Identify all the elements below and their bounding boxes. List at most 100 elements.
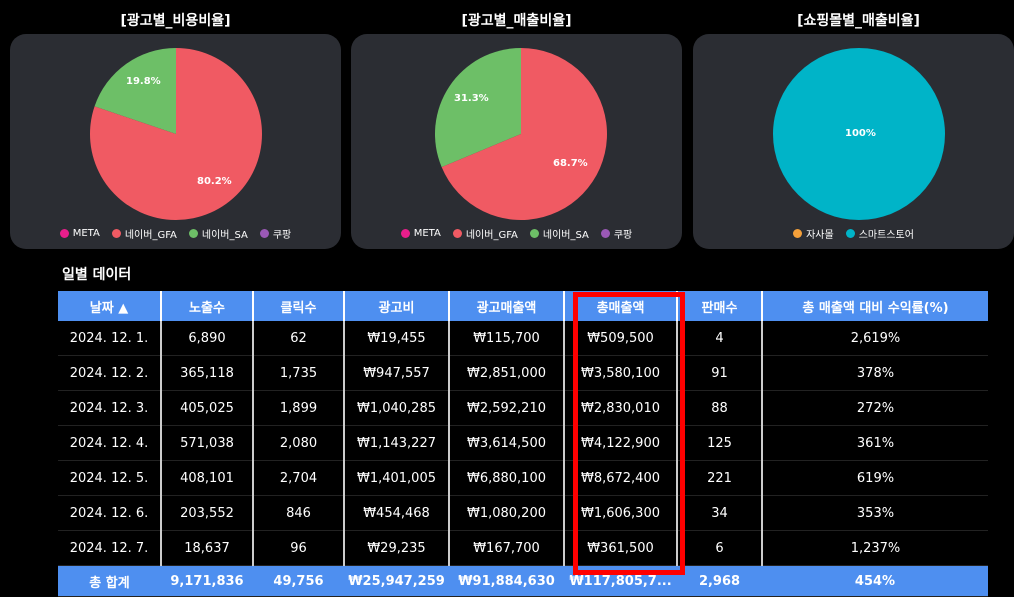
legend-item-coupang[interactable]: 쿠팡 [600, 226, 633, 241]
legend-item-coupang[interactable]: 쿠팡 [259, 226, 291, 241]
cell: 361% [762, 425, 988, 461]
cell: 2024. 12. 7. [58, 530, 162, 566]
legend-item-naver-sa[interactable]: 네이버_SA [188, 226, 248, 241]
cell: 619% [762, 460, 988, 496]
header-date[interactable]: 날짜 ▲ [58, 291, 162, 321]
cell: 365,118 [161, 355, 254, 391]
legend-dot [188, 229, 198, 238]
slice-label-smartstore: 100% [845, 128, 876, 139]
cell: 1,899 [253, 390, 345, 426]
cell: ₩4,122,900 [564, 425, 678, 461]
legend-label: 스마트스토어 [858, 230, 914, 241]
cell: 4 [677, 321, 763, 356]
cell: 272% [762, 390, 988, 426]
legend-dot [452, 229, 462, 238]
legend-label: 자사몰 [806, 230, 834, 241]
total-cell: 49,756 [253, 565, 344, 597]
total-cell: 9,171,836 [161, 565, 253, 597]
cell: ₩8,672,400 [564, 460, 678, 496]
cost-ratio-title: [광고별_비용비율] [120, 13, 231, 29]
cell: ₩167,700 [449, 530, 565, 566]
table-header-row: 날짜 ▲ 노출수 클릭수 광고비 광고매출액 총매출액 판매수 총 매출액 대비… [58, 291, 988, 321]
legend-label: 쿠팡 [613, 230, 633, 241]
cost-ratio-pie[interactable] [88, 46, 264, 222]
total-cell: ₩25,947,259 [344, 565, 449, 597]
cell: ₩509,500 [564, 321, 678, 356]
total-cell: 454% [762, 565, 988, 597]
table-row: 2024. 12. 2. 365,118 1,735 ₩947,557 ₩2,851,0… [58, 355, 988, 391]
legend-dot [400, 229, 410, 238]
header-units-sold[interactable]: 판매수 [677, 291, 763, 321]
cell: 353% [762, 495, 988, 531]
mall-ratio-card: 100% 자사몰 스마트스토어 [693, 34, 1014, 249]
cell: 571,038 [161, 425, 254, 461]
cell: 378% [762, 355, 988, 391]
slice-label-gfa: 68.7% [553, 158, 588, 169]
legend-dot [845, 229, 855, 238]
cell: ₩3,614,500 [449, 425, 565, 461]
legend-item-naver-sa[interactable]: 네이버_SA [529, 226, 589, 241]
sales-ratio-pie[interactable] [433, 46, 609, 222]
cell: ₩1,143,227 [344, 425, 450, 461]
legend-label: META [413, 228, 441, 239]
pie-slice[interactable] [90, 48, 262, 220]
cell: 2,080 [253, 425, 345, 461]
header-ad-sales[interactable]: 광고매출액 [449, 291, 565, 321]
header-impressions[interactable]: 노출수 [161, 291, 254, 321]
pie-slice[interactable] [94, 48, 176, 134]
cell: 125 [677, 425, 763, 461]
total-cell: ₩117,805,7... [564, 565, 677, 597]
cell: ₩3,580,100 [564, 355, 678, 391]
legend-label: 네이버_SA [542, 230, 589, 241]
cell: 34 [677, 495, 763, 531]
table-row: 2024. 12. 6. 203,552 846 ₩454,468 ₩1,080,200… [58, 495, 988, 531]
header-ad-cost[interactable]: 광고비 [344, 291, 450, 321]
header-clicks[interactable]: 클릭수 [253, 291, 345, 321]
legend-item-meta[interactable]: META [400, 226, 441, 241]
legend-dot [600, 229, 610, 238]
header-roas[interactable]: 총 매출액 대비 수익률(%) [762, 291, 988, 321]
cell: 1,735 [253, 355, 345, 391]
mall-ratio-pie[interactable] [771, 46, 947, 222]
cell: 2,704 [253, 460, 345, 496]
cell: 1,237% [762, 530, 988, 566]
cell: 96 [253, 530, 345, 566]
slice-label-gfa: 80.2% [197, 176, 232, 187]
cell: 6 [677, 530, 763, 566]
legend-item-naver-gfa[interactable]: 네이버_GFA [111, 226, 177, 241]
cell: ₩1,040,285 [344, 390, 450, 426]
legend-dot [793, 229, 803, 238]
table-row: 2024. 12. 1. 6,890 62 ₩19,455 ₩115,700 ₩509,5… [58, 321, 988, 356]
mall-ratio-title: [쇼핑몰별_매출비율] [797, 13, 920, 29]
slice-label-sa: 19.8% [126, 76, 161, 87]
cell: ₩947,557 [344, 355, 450, 391]
cell: 2024. 12. 3. [58, 390, 162, 426]
legend-item-naver-gfa[interactable]: 네이버_GFA [452, 226, 518, 241]
pie-slice[interactable] [435, 48, 521, 168]
legend-label: 네이버_GFA [124, 230, 177, 241]
cell: ₩2,592,210 [449, 390, 565, 426]
legend: 자사몰 스마트스토어 [693, 226, 1014, 241]
cell: ₩115,700 [449, 321, 565, 356]
cell: 91 [677, 355, 763, 391]
header-total-sales[interactable]: 총매출액 [564, 291, 678, 321]
legend: META 네이버_GFA 네이버_SA 쿠팡 [10, 226, 341, 241]
cell: 2024. 12. 2. [58, 355, 162, 391]
cell: 2024. 12. 1. [58, 321, 162, 356]
sales-ratio-card: 31.3% 68.7% META 네이버_GFA 네이버_SA 쿠팡 [351, 34, 682, 249]
cell: 2024. 12. 4. [58, 425, 162, 461]
cell: ₩1,080,200 [449, 495, 565, 531]
legend-item-own-mall[interactable]: 자사몰 [793, 226, 834, 241]
legend-label: META [72, 228, 100, 239]
pie-slice[interactable] [773, 48, 945, 220]
pie-slice[interactable] [441, 48, 607, 220]
cell: ₩1,401,005 [344, 460, 450, 496]
sales-ratio-title: [광고별_매출비율] [461, 13, 572, 29]
legend: META 네이버_GFA 네이버_SA 쿠팡 [351, 226, 682, 241]
cell: ₩6,880,100 [449, 460, 565, 496]
legend-item-meta[interactable]: META [59, 226, 100, 241]
table-row: 2024. 12. 4. 571,038 2,080 ₩1,143,227 ₩3,614… [58, 425, 988, 461]
legend-item-smartstore[interactable]: 스마트스토어 [845, 226, 914, 241]
table-row: 2024. 12. 7. 18,637 96 ₩29,235 ₩167,700 ₩361,… [58, 530, 988, 566]
daily-data-table: 날짜 ▲ 노출수 클릭수 광고비 광고매출액 총매출액 판매수 총 매출액 대비… [58, 291, 988, 597]
